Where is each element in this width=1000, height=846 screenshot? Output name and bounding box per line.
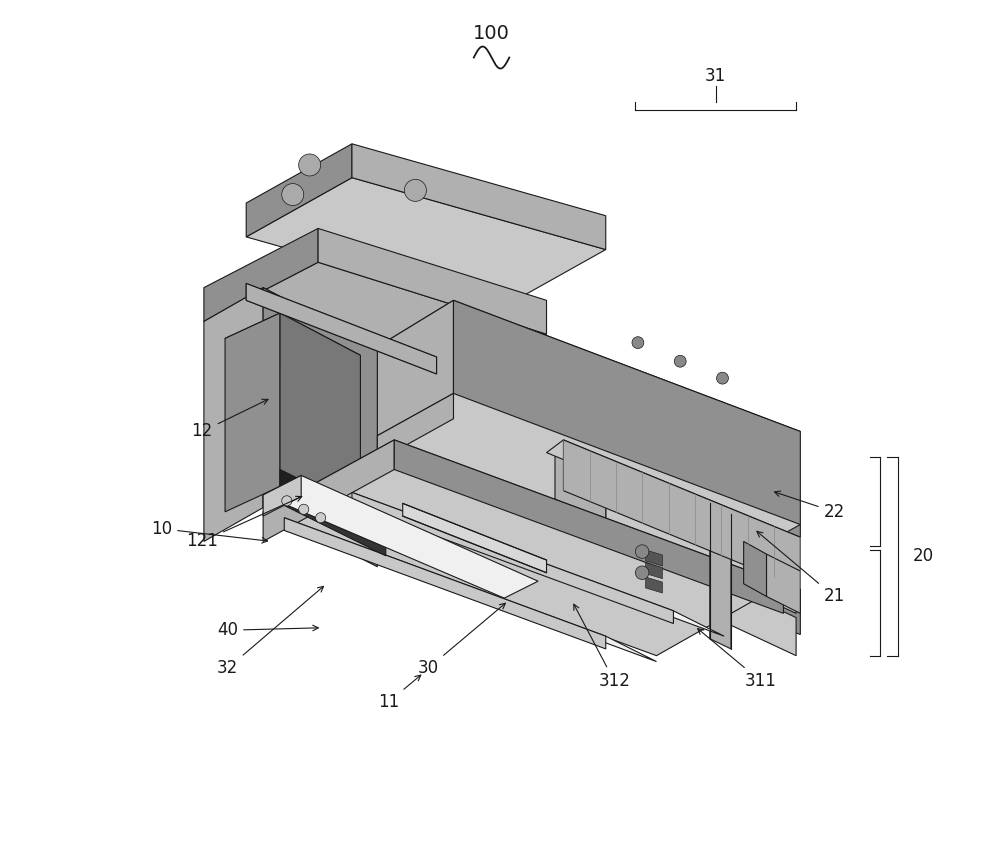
Polygon shape <box>263 475 538 598</box>
Polygon shape <box>284 518 657 662</box>
Circle shape <box>282 184 304 206</box>
Polygon shape <box>263 288 377 567</box>
Polygon shape <box>318 228 547 334</box>
Polygon shape <box>246 283 437 374</box>
Text: 10: 10 <box>151 519 268 543</box>
Polygon shape <box>284 518 606 649</box>
Text: 11: 11 <box>378 675 421 711</box>
Polygon shape <box>225 313 360 381</box>
Text: 20: 20 <box>913 547 934 565</box>
Text: 32: 32 <box>217 586 324 678</box>
Text: 22: 22 <box>775 491 845 521</box>
Text: 30: 30 <box>418 603 505 678</box>
Text: 312: 312 <box>574 604 630 690</box>
Text: 12: 12 <box>192 399 268 441</box>
Text: 40: 40 <box>217 621 318 640</box>
Polygon shape <box>204 288 263 541</box>
Polygon shape <box>555 499 606 567</box>
Text: 31: 31 <box>705 67 726 85</box>
Polygon shape <box>352 492 724 636</box>
Polygon shape <box>280 491 386 556</box>
Polygon shape <box>246 144 352 237</box>
Polygon shape <box>710 503 731 649</box>
Polygon shape <box>352 144 606 250</box>
Polygon shape <box>204 262 547 393</box>
Polygon shape <box>547 440 800 550</box>
Polygon shape <box>646 563 662 579</box>
Polygon shape <box>377 393 453 461</box>
Polygon shape <box>377 300 800 478</box>
Circle shape <box>635 566 649 580</box>
Polygon shape <box>766 554 800 613</box>
Polygon shape <box>563 440 800 588</box>
Polygon shape <box>646 577 662 593</box>
Polygon shape <box>606 529 796 656</box>
Polygon shape <box>204 228 318 321</box>
Polygon shape <box>263 440 783 656</box>
Polygon shape <box>246 283 437 374</box>
Polygon shape <box>263 440 394 541</box>
Polygon shape <box>394 440 783 613</box>
Polygon shape <box>225 313 280 512</box>
Polygon shape <box>246 178 606 309</box>
Polygon shape <box>204 288 377 381</box>
Polygon shape <box>263 475 301 516</box>
Circle shape <box>299 154 321 176</box>
Polygon shape <box>555 448 606 525</box>
Polygon shape <box>280 470 386 543</box>
Polygon shape <box>646 550 662 566</box>
Polygon shape <box>377 300 453 550</box>
Text: 21: 21 <box>757 531 845 606</box>
Circle shape <box>282 496 292 506</box>
Text: 100: 100 <box>473 25 510 43</box>
Polygon shape <box>744 541 766 596</box>
Polygon shape <box>377 393 800 567</box>
Circle shape <box>635 545 649 558</box>
Circle shape <box>299 504 309 514</box>
Polygon shape <box>453 300 800 634</box>
Circle shape <box>404 179 426 201</box>
Polygon shape <box>403 503 547 573</box>
Circle shape <box>632 337 644 349</box>
Circle shape <box>717 372 728 384</box>
Polygon shape <box>352 492 673 624</box>
Circle shape <box>316 513 326 523</box>
Polygon shape <box>606 474 796 613</box>
Circle shape <box>674 355 686 367</box>
Text: 311: 311 <box>698 629 777 690</box>
Polygon shape <box>280 313 360 529</box>
Text: 121: 121 <box>186 497 302 551</box>
